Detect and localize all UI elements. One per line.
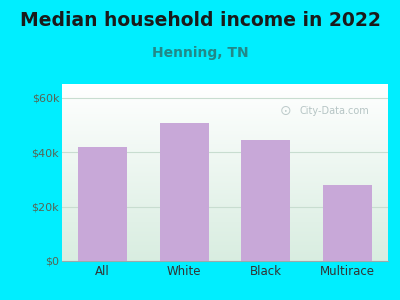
Text: ⊙: ⊙ (280, 103, 291, 118)
Bar (241, 140, 290, 261)
Text: Henning, TN: Henning, TN (152, 46, 248, 61)
Bar (160, 124, 209, 261)
Text: City-Data.com: City-Data.com (300, 106, 370, 116)
Bar (78, 147, 127, 261)
Bar (323, 185, 372, 261)
Text: Median household income in 2022: Median household income in 2022 (20, 11, 380, 29)
